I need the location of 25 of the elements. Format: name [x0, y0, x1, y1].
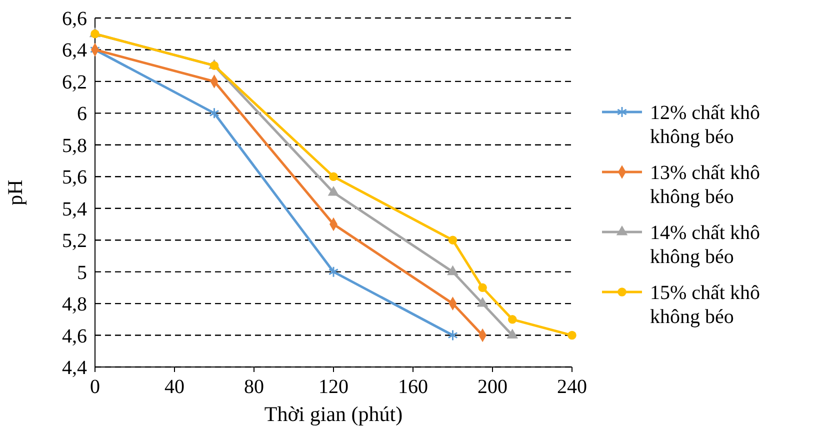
y-axis-title: pH: [3, 180, 27, 206]
y-tick-label: 6,4: [62, 40, 87, 62]
legend-label: 13% chất khô không béo: [650, 162, 760, 208]
x-axis-title: Thời gian (phút): [264, 402, 403, 426]
x-tick-label: 120: [318, 376, 348, 398]
legend-label: 14% chất khô không béo: [650, 222, 760, 268]
y-tick-label: 5: [77, 262, 87, 284]
y-tick-label: 5,6: [62, 166, 87, 189]
x-tick-label: 200: [478, 376, 508, 398]
legend-label: 12% chất khô không béo: [650, 102, 760, 148]
x-tick-label: 160: [398, 376, 428, 398]
y-tick-label: 4,6: [62, 325, 87, 348]
y-tick-label: 6,6: [62, 8, 87, 30]
x-tick-label: 240: [557, 376, 587, 398]
x-tick-label: 40: [164, 376, 184, 398]
y-tick-label: 4,4: [62, 357, 87, 379]
y-tick-label: 5,8: [62, 134, 87, 157]
y-tick-label: 5,2: [62, 230, 87, 252]
y-tick-label: 6: [77, 103, 87, 126]
x-tick-label: 0: [90, 376, 100, 398]
x-tick-label: 80: [244, 376, 264, 398]
y-tick-label: 6,2: [62, 71, 87, 94]
y-tick-label: 4,8: [62, 294, 87, 316]
y-tick-label: 5,4: [62, 198, 87, 220]
legend-label: 15% chất khô không béo: [650, 282, 760, 328]
